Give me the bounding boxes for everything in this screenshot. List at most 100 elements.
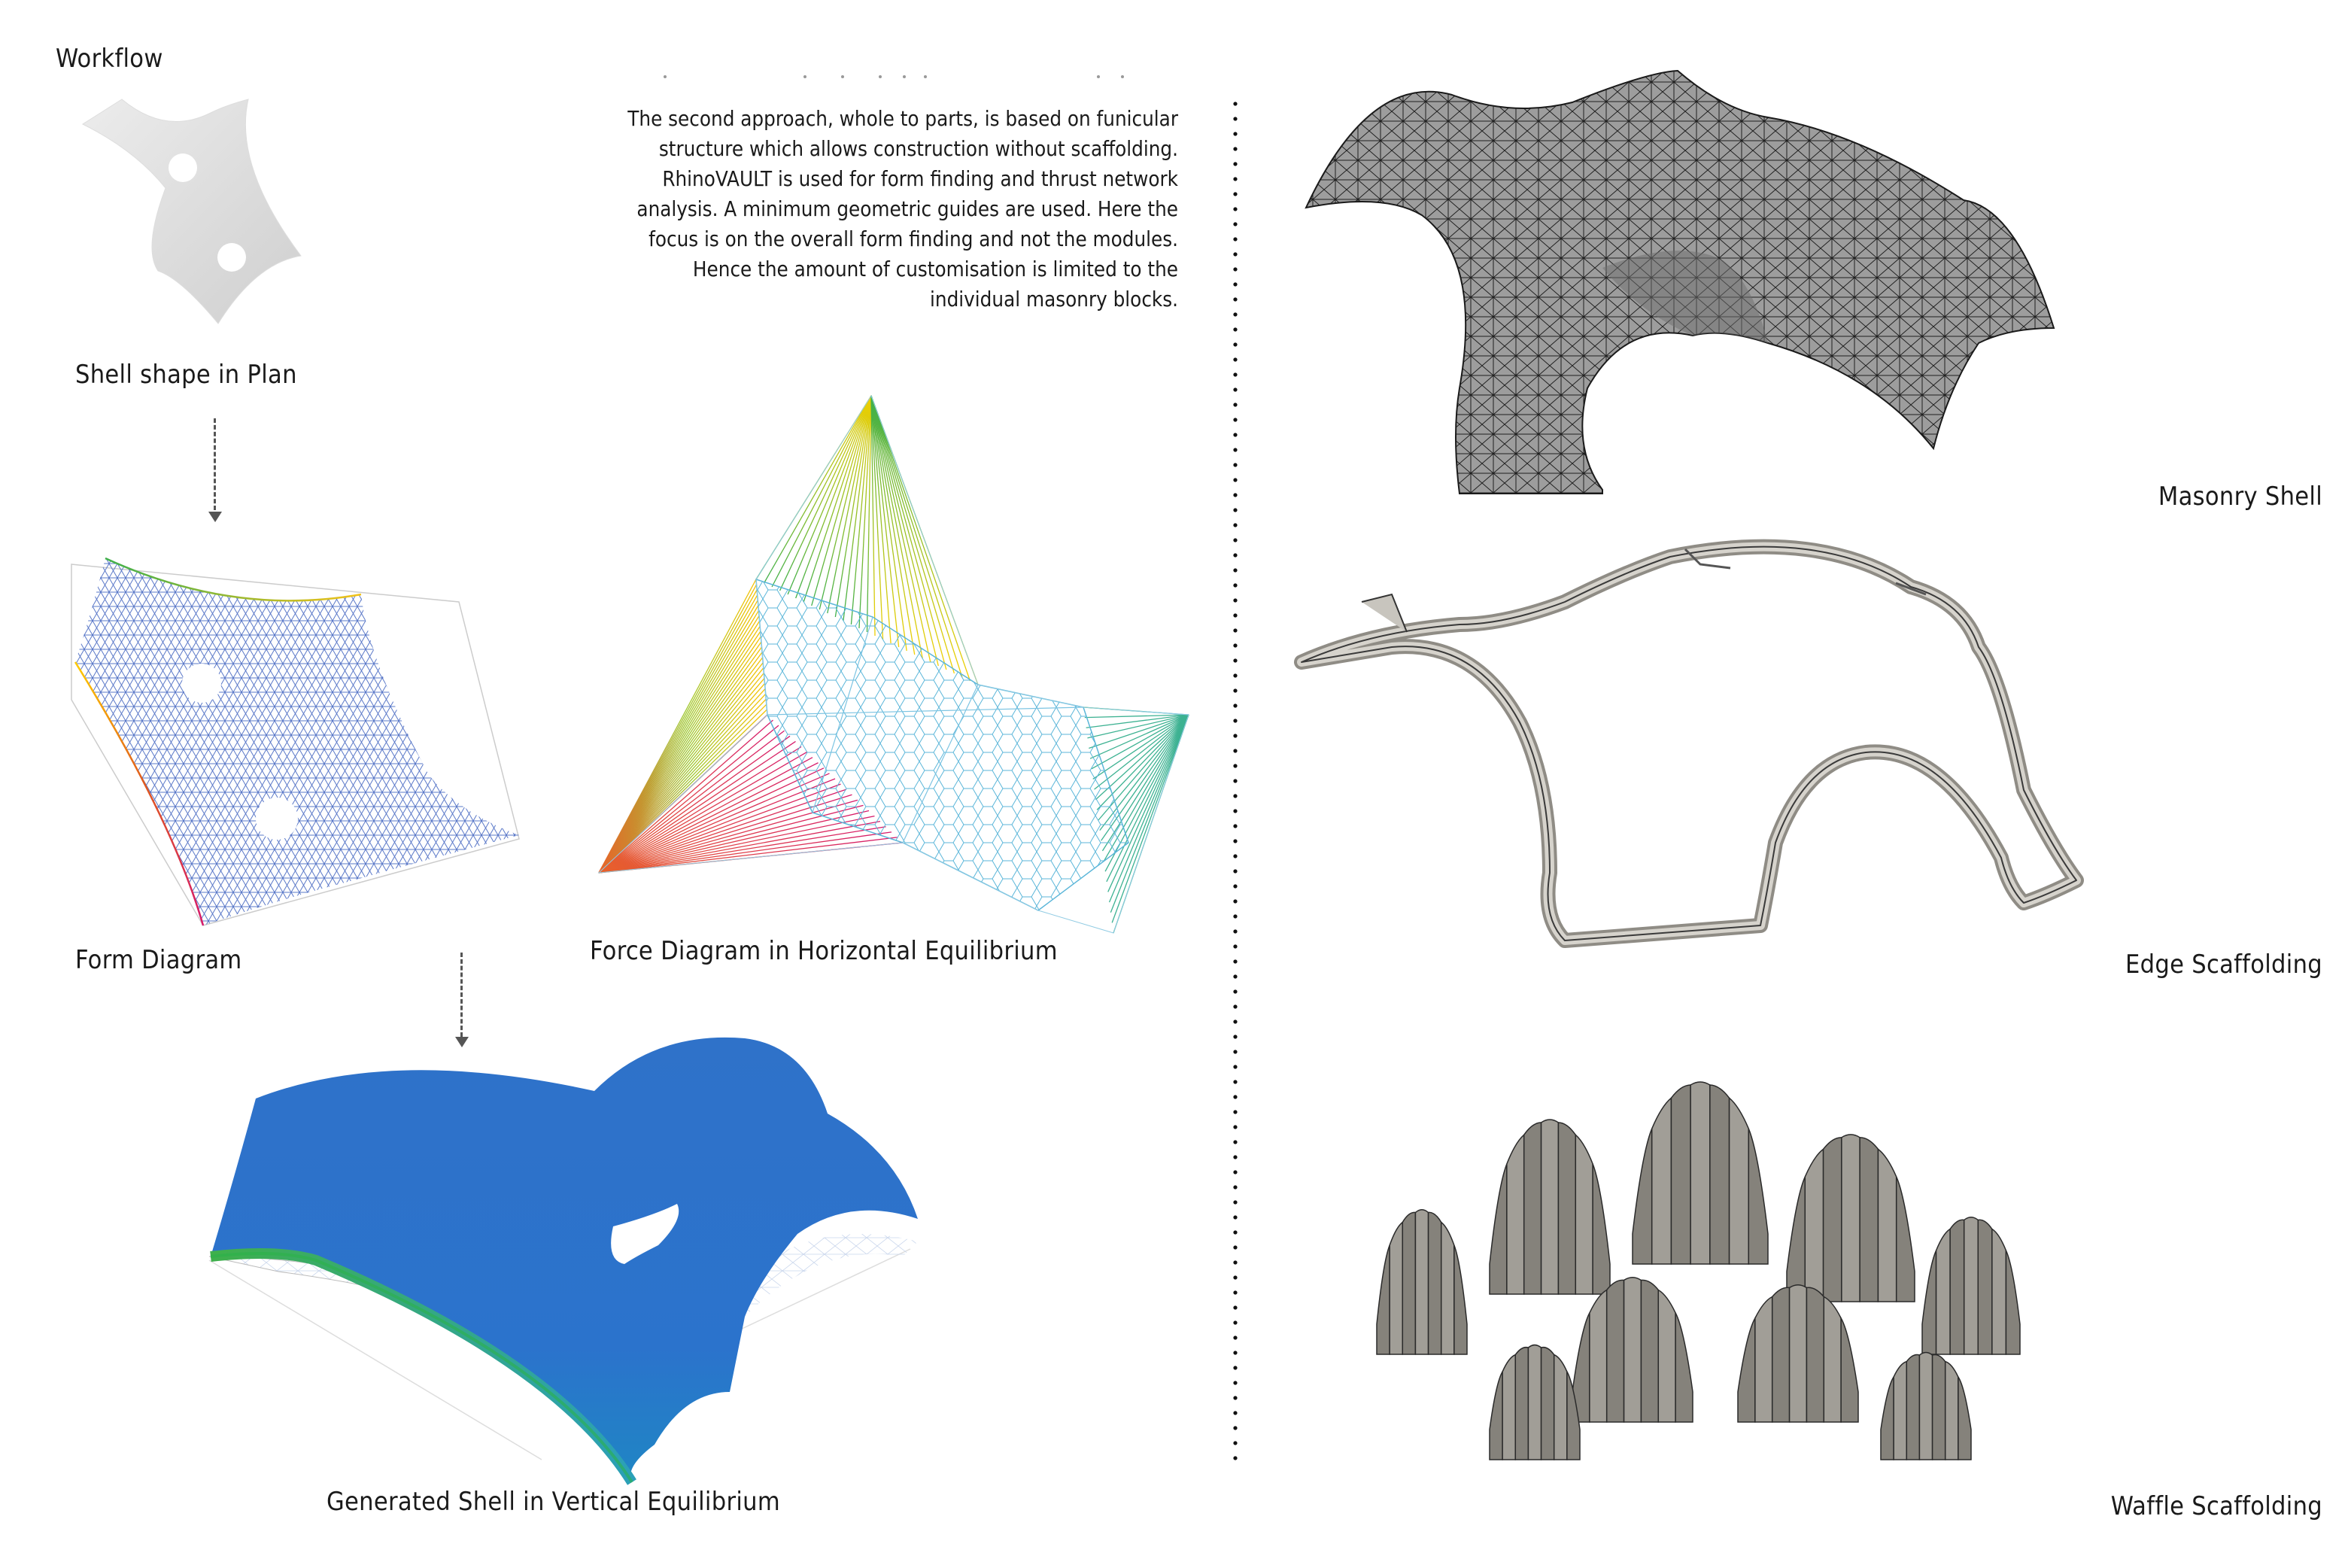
- waffle-fin: [1514, 1346, 1529, 1460]
- force-fan-line: [870, 395, 939, 667]
- waffle-fin: [1859, 1137, 1879, 1302]
- shell-plan-figure: [81, 99, 302, 324]
- waffle-fin: [1540, 1346, 1555, 1460]
- force-fan-line: [598, 746, 802, 874]
- force-fan-line: [598, 810, 870, 874]
- force-fan-line: [870, 395, 876, 637]
- force-fan-line: [598, 631, 761, 874]
- flow-arrow-1: [214, 418, 219, 510]
- force-fan-line: [803, 395, 872, 603]
- force-fan-line: [1111, 714, 1189, 923]
- force-fan-line: [870, 395, 884, 640]
- waffle-fin: [1540, 1119, 1560, 1295]
- waffle-fin: [1806, 1287, 1825, 1423]
- force-fan-line: [763, 395, 872, 584]
- force-fan-line: [870, 395, 907, 652]
- force-fan-line: [1089, 714, 1189, 759]
- waffle-fin: [1786, 1176, 1806, 1302]
- force-fan-line: [598, 683, 766, 874]
- waffle-fin: [1771, 1287, 1791, 1423]
- waffle-scaffolding-figure: [1376, 1081, 2021, 1460]
- waffle-fin: [1906, 1354, 1921, 1460]
- force-fan-line: [870, 395, 931, 663]
- flow-arrow-2: [460, 953, 466, 1037]
- force-fan-line: [827, 395, 872, 614]
- force-fan-line: [598, 662, 764, 874]
- waffle-fin: [1921, 1250, 1937, 1355]
- waffle-fin: [1557, 1122, 1577, 1295]
- force-fan-line: [598, 594, 758, 874]
- force-fan-line: [598, 641, 762, 874]
- waffle-fin: [1877, 1147, 1897, 1302]
- force-fan-line: [598, 636, 761, 874]
- waffle-fin: [1502, 1354, 1517, 1460]
- force-fan-line: [598, 589, 758, 874]
- force-fan-line: [870, 395, 916, 655]
- force-fan-line: [598, 615, 760, 874]
- flow-arrow-2-head: [455, 1037, 469, 1047]
- generated-shell-figure: [208, 1037, 918, 1485]
- label-force-diagram: Force Diagram in Horizontal Equilibrium: [590, 936, 1058, 966]
- waffle-fin: [1440, 1220, 1455, 1355]
- force-fan-line: [843, 395, 872, 621]
- waffle-fin: [1963, 1216, 1979, 1355]
- waffle-fin: [1754, 1296, 1773, 1423]
- waffle-fin: [1589, 1289, 1608, 1423]
- waffle-fin: [1453, 1244, 1468, 1355]
- force-fan-line: [1110, 714, 1189, 913]
- waffle-fin: [1880, 1375, 1894, 1460]
- force-fan-line: [598, 762, 819, 874]
- waffle-fin: [1675, 1312, 1693, 1423]
- force-fan-line: [870, 395, 900, 648]
- waffle-fin: [1737, 1316, 1756, 1423]
- force-fan-line: [598, 773, 830, 874]
- force-fan-line: [870, 395, 947, 670]
- waffle-fin: [1389, 1220, 1404, 1355]
- force-fan-line: [834, 395, 872, 618]
- force-fan-line: [598, 767, 825, 874]
- force-fan-line: [598, 740, 796, 874]
- waffle-fin: [1804, 1147, 1824, 1302]
- waffle-fin: [1822, 1137, 1842, 1302]
- force-fan-line: [870, 395, 955, 674]
- force-fan-line: [598, 815, 875, 874]
- force-fan-line: [598, 652, 763, 874]
- waffle-fin: [1823, 1296, 1842, 1423]
- force-fan-line: [598, 730, 785, 874]
- waffle-fin: [1592, 1163, 1611, 1295]
- waffle-fin: [1788, 1284, 1808, 1423]
- flow-arrow-1-head: [208, 512, 222, 522]
- force-fan-line: [598, 646, 763, 874]
- waffle-fin: [1523, 1122, 1542, 1295]
- force-fan-line: [1092, 714, 1189, 779]
- force-fan-line: [866, 395, 872, 633]
- force-fan-line: [598, 605, 759, 874]
- force-fan-line: [598, 667, 764, 874]
- waffle-fin: [1575, 1133, 1593, 1295]
- waffle-fin: [1709, 1084, 1730, 1265]
- waffle-fin: [1376, 1244, 1390, 1355]
- force-fan-line: [811, 395, 872, 606]
- force-fan-line: [1108, 714, 1189, 903]
- force-fan-line: [1089, 714, 1189, 749]
- waffle-fin: [1623, 1277, 1642, 1423]
- waffle-fin: [1840, 1316, 1859, 1423]
- waffle-fin: [1728, 1096, 1750, 1265]
- waffle-fin: [1553, 1354, 1568, 1460]
- force-fan-line: [1095, 714, 1189, 801]
- force-fan-line: [1084, 714, 1189, 719]
- waffle-fin: [1893, 1360, 1908, 1460]
- label-masonry-shell: Masonry Shell: [2158, 482, 2322, 512]
- force-fan-line: [598, 752, 807, 874]
- force-fan-line: [870, 395, 891, 644]
- form-diagram-figure: [71, 557, 520, 926]
- force-fan-line: [598, 698, 767, 874]
- force-fan-line: [598, 625, 761, 874]
- label-edge-scaffolding: Edge Scaffolding: [2125, 950, 2322, 980]
- waffle-fin: [1949, 1219, 1965, 1355]
- force-fan-line: [598, 709, 767, 874]
- label-shell-plan: Shell shape in Plan: [75, 360, 297, 390]
- force-fan-line: [598, 621, 761, 874]
- force-fan-line: [598, 757, 813, 874]
- waffle-fin: [1427, 1211, 1442, 1355]
